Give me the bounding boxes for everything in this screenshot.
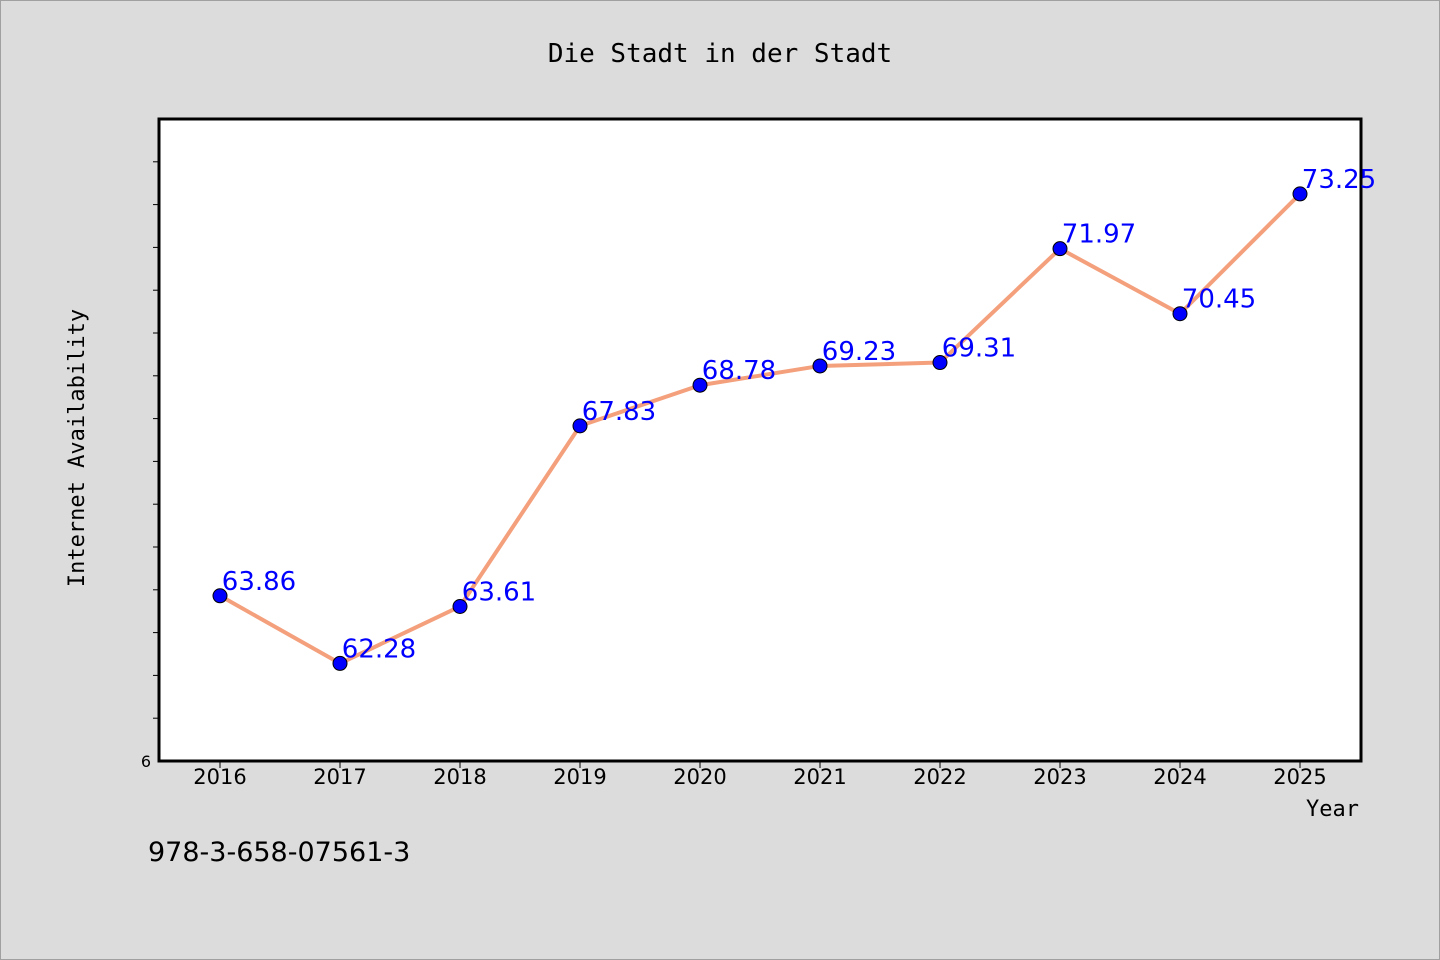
y-axis-label: Internet Availability bbox=[65, 309, 90, 587]
y-axis-ticks: 6 bbox=[141, 161, 159, 771]
x-tick-label: 2024 bbox=[1153, 765, 1206, 789]
x-tick-label: 2021 bbox=[793, 765, 846, 789]
data-point bbox=[1172, 306, 1188, 322]
series-line bbox=[219, 192, 1302, 666]
x-axis-label: Year bbox=[1306, 797, 1359, 822]
y-tick-label: 6 bbox=[141, 752, 151, 771]
x-tick-label: 2020 bbox=[673, 765, 726, 789]
x-tick-label: 2025 bbox=[1273, 765, 1326, 789]
data-point bbox=[692, 377, 708, 393]
data-label: 63.86 bbox=[222, 567, 296, 597]
data-label: 62.28 bbox=[342, 634, 416, 664]
data-labels: 63.86 62.28 63.61 67.83 68.78 69.23 69.31 71.97… bbox=[222, 165, 1376, 665]
chart-title: Die Stadt in der Stadt bbox=[548, 39, 892, 69]
data-label: 73.25 bbox=[1302, 165, 1376, 195]
data-label: 69.23 bbox=[822, 337, 896, 367]
x-axis-ticks: 2016 2017 2018 2019 2020 2021 2022 2023 2024 2025 bbox=[193, 761, 1327, 789]
data-label: 69.31 bbox=[942, 334, 1016, 364]
data-label: 67.83 bbox=[582, 397, 656, 427]
data-points bbox=[212, 186, 1308, 671]
data-point bbox=[212, 588, 228, 604]
data-point bbox=[1292, 186, 1308, 202]
data-point bbox=[1052, 241, 1068, 257]
data-label: 63.61 bbox=[462, 577, 536, 607]
data-point bbox=[932, 355, 948, 371]
x-tick-label: 2023 bbox=[1033, 765, 1086, 789]
data-label: 68.78 bbox=[702, 356, 776, 386]
x-tick-label: 2016 bbox=[193, 765, 246, 789]
x-tick-label: 2018 bbox=[433, 765, 486, 789]
data-point bbox=[332, 655, 348, 671]
data-point bbox=[572, 418, 588, 434]
footer-code: 978-3-658-07561-3 bbox=[148, 837, 410, 868]
data-point bbox=[812, 358, 828, 374]
data-label: 70.45 bbox=[1182, 285, 1256, 315]
x-tick-label: 2019 bbox=[553, 765, 606, 789]
x-tick-label: 2017 bbox=[313, 765, 366, 789]
data-point bbox=[452, 598, 468, 614]
series-polyline bbox=[219, 192, 1302, 666]
x-tick-label: 2022 bbox=[913, 765, 966, 789]
data-label: 71.97 bbox=[1062, 220, 1136, 250]
